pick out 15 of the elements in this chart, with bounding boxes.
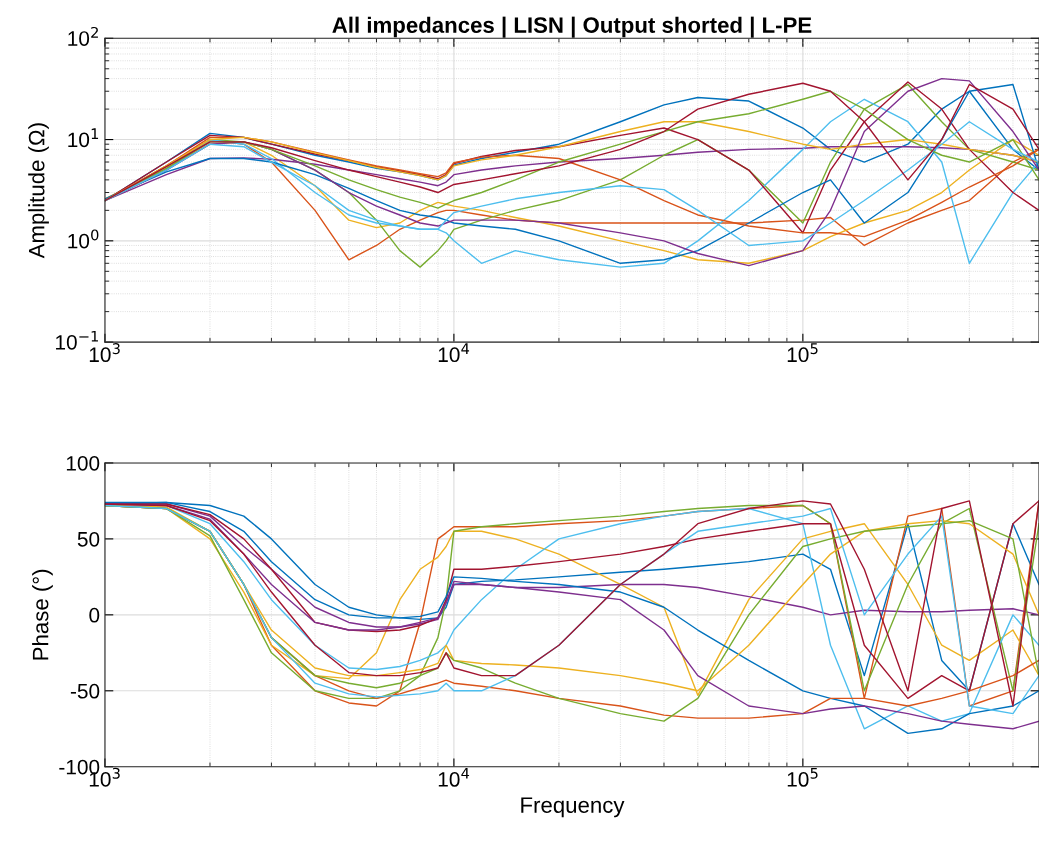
y-tick-label: 100 <box>66 455 100 471</box>
x-tick-label: 10$^{5}$ <box>787 767 818 787</box>
y-tick-label: 50 <box>77 531 100 547</box>
y-tick-label: 0 <box>89 607 100 623</box>
y-axis-title: Phase (°) <box>32 569 53 660</box>
y-tick-label: -50 <box>70 683 100 699</box>
y-axis-title: Amplitude (Ω) <box>28 123 49 259</box>
y-tick-label: 10$^{1}$ <box>68 128 99 148</box>
x-tick-label: 10$^{5}$ <box>787 343 818 363</box>
y-tick-label: 10$^{2}$ <box>68 26 98 46</box>
chart-title: All impedances | LISN | Output shorted | L-PE <box>332 16 812 38</box>
x-tick-label: 10$^{4}$ <box>438 767 470 787</box>
y-tick-label: 10$^{0}$ <box>68 229 99 249</box>
x-axis-title: Frequency <box>521 797 625 818</box>
x-tick-label: 10$^{4}$ <box>438 343 470 363</box>
